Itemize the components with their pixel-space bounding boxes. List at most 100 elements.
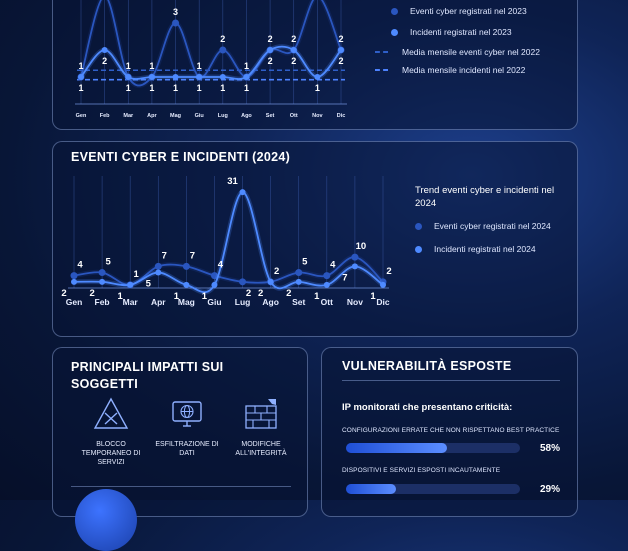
- x-tick-label: Dic: [376, 297, 390, 307]
- legend-events-2024-marker: [415, 222, 422, 230]
- legend-avg-events-2022-marker: [375, 51, 388, 53]
- vuln-bar-fill: [346, 443, 447, 453]
- data-point: [380, 281, 386, 288]
- x-tick-label: Lug: [218, 113, 228, 119]
- x-tick-label: Set: [292, 297, 305, 307]
- data-label: 7: [162, 250, 167, 261]
- data-point: [338, 47, 344, 53]
- data-point: [71, 278, 77, 285]
- data-point: [295, 269, 303, 277]
- data-label: 1: [197, 61, 202, 71]
- data-label: 4: [218, 260, 224, 271]
- data-point: [101, 47, 108, 53]
- x-tick-label: Apr: [147, 113, 157, 119]
- data-label: 2: [386, 266, 391, 277]
- data-label: 2: [286, 288, 291, 299]
- data-label: 1: [173, 83, 178, 93]
- data-label: 1: [197, 83, 202, 93]
- impact-item: ESFILTRAZIONE DI DATI: [147, 396, 227, 458]
- impacts-title: PRINCIPALI IMPATTI SUI SOGGETTI: [71, 360, 224, 391]
- data-label: 1: [149, 61, 154, 71]
- data-label: 1: [126, 61, 131, 71]
- x-tick-label: Mag: [178, 297, 195, 307]
- legend-avg-events-2022-label: Media mensile eventi cyber nel 2022: [402, 47, 540, 57]
- data-label: 1: [370, 291, 376, 302]
- legend-incidents-2024-label: Incidenti registrati nel 2024: [434, 244, 536, 254]
- data-point: [323, 272, 331, 280]
- x-tick-label: Gen: [76, 113, 87, 119]
- legend-avg-incidents-2022-label: Media mensile incidenti nel 2022: [402, 65, 526, 75]
- data-point: [295, 278, 302, 285]
- legend-events-2024: Eventi cyber registrati nel 2024: [415, 221, 551, 231]
- series-line: [80, 0, 342, 87]
- series-line-glow: [78, 0, 344, 88]
- data-point: [314, 74, 321, 80]
- vuln-bar-fill: [346, 484, 397, 494]
- data-point: [183, 281, 190, 288]
- data-label: 2: [258, 288, 263, 299]
- data-label: 5: [146, 279, 152, 290]
- impact-label: BLOCCO TEMPORANEO DI SERVIZI: [81, 441, 141, 466]
- vuln-row-percent: 58%: [540, 443, 561, 454]
- data-label: 31: [227, 176, 238, 187]
- x-tick-label: Gen: [66, 297, 83, 307]
- data-label: 2: [102, 56, 107, 66]
- x-tick-label: Mar: [123, 297, 139, 307]
- data-point: [196, 74, 203, 80]
- legend-avg-incidents-2022-marker: [375, 69, 388, 71]
- vuln-title: VULNERABILITÀ ESPOSTE: [342, 359, 512, 373]
- data-point: [351, 253, 359, 261]
- data-point: [211, 281, 218, 288]
- data-point: [219, 46, 227, 54]
- data-point: [267, 47, 274, 53]
- data-point: [182, 262, 190, 270]
- data-point: [219, 74, 226, 80]
- data-label: 1: [149, 83, 154, 93]
- data-label: 2: [268, 56, 273, 66]
- x-tick-label: Nov: [312, 113, 323, 119]
- chart-2024-title: EVENTI CYBER E INCIDENTI (2024): [71, 150, 291, 164]
- data-point: [125, 74, 132, 80]
- legend-incidents-2024: Incidenti registrati nel 2024: [415, 244, 536, 254]
- data-label: 1: [78, 61, 83, 71]
- data-label: 1: [244, 83, 249, 93]
- data-point: [78, 74, 84, 80]
- impact-label: MODIFICHE ALL'INTEGRITÀ: [235, 441, 287, 457]
- x-tick-label: Nov: [347, 297, 363, 307]
- data-point: [290, 47, 297, 53]
- legend-incidents-2023-marker: [391, 28, 398, 36]
- data-label: 7: [342, 272, 347, 283]
- data-label: 1: [126, 83, 131, 93]
- x-tick-label: Set: [266, 113, 275, 119]
- data-point: [154, 262, 162, 270]
- data-label: 2: [274, 266, 279, 277]
- legend-2024-title: Trend eventi cyber e incidenti nel 2024: [415, 185, 555, 209]
- broken-wall-icon: [245, 399, 277, 429]
- chart-panel-2024: EVENTI CYBER E INCIDENTI (2024) Gen Feb Ma…: [52, 141, 578, 337]
- data-label: 1: [134, 269, 140, 280]
- data-label: 2: [220, 34, 225, 44]
- data-label: 1: [202, 291, 208, 302]
- chart-panel-2023: GenFebMarAprMagGiuLugAgoSetOttNovDic1411…: [52, 0, 578, 130]
- data-point: [239, 278, 247, 286]
- data-point: [155, 269, 162, 276]
- data-point: [243, 74, 250, 80]
- data-label: 1: [244, 61, 249, 71]
- data-point: [172, 74, 179, 80]
- data-point: [99, 278, 106, 285]
- chart-2023: GenFebMarAprMagGiuLugAgoSetOttNovDic1411…: [75, 0, 347, 119]
- x-tick-label: Ago: [262, 297, 279, 307]
- data-label: 2: [246, 288, 251, 299]
- x-tick-label: Ago: [241, 113, 252, 119]
- data-label: 2: [61, 288, 66, 299]
- data-label: 1: [78, 83, 83, 93]
- legend-events-2023: Eventi cyber registrati nel 2023: [391, 6, 527, 16]
- vuln-row-label: DISPOSITIVI E SERVIZI ESPOSTI INCAUTAMEN…: [342, 467, 501, 474]
- impact-label: ESFILTRAZIONE DI DATI: [155, 441, 219, 457]
- data-point: [351, 263, 358, 270]
- impact-item: BLOCCO TEMPORANEO DI SERVIZI: [71, 396, 151, 467]
- data-label: 2: [291, 34, 296, 44]
- data-point: [127, 281, 134, 288]
- x-tick-label: Mag: [170, 113, 181, 119]
- data-label: 7: [190, 250, 195, 261]
